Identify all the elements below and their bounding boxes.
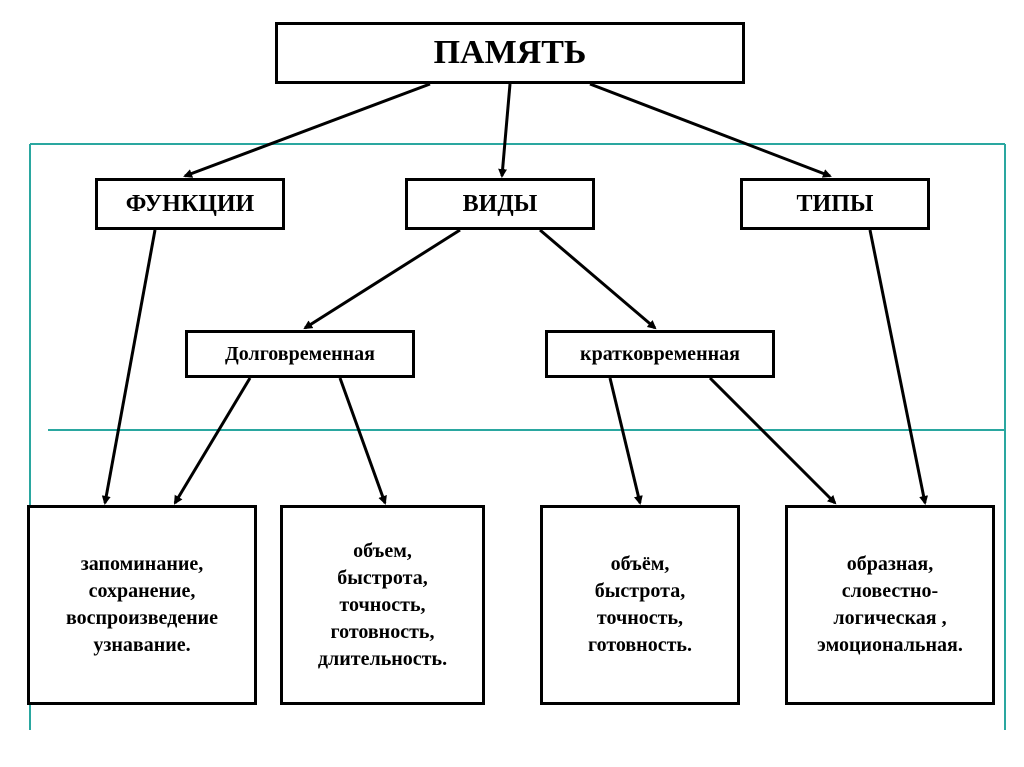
root-label: ПАМЯТЬ (434, 34, 587, 72)
node-kinds: ВИДЫ (405, 178, 595, 230)
node-short-term: кратковременная (545, 330, 775, 378)
node-long-term: Долговременная (185, 330, 415, 378)
leaf-long-term-text: объем,быстрота,точность,готовность,длите… (318, 538, 447, 673)
node-functions-label: ФУНКЦИИ (126, 191, 254, 218)
node-kinds-label: ВИДЫ (463, 191, 538, 218)
node-types: ТИПЫ (740, 178, 930, 230)
arrows (105, 84, 925, 503)
node-long-term-label: Долговременная (225, 343, 375, 366)
leaf-functions: запоминание,сохранение,воспроизведение у… (27, 505, 257, 705)
diagram-canvas: ПАМЯТЬ ФУНКЦИИ ВИДЫ ТИПЫ Долговременная … (0, 0, 1024, 767)
leaf-functions-text: запоминание,сохранение,воспроизведение у… (66, 551, 218, 659)
leaf-types: образная,словестно-логическая ,эмоционал… (785, 505, 995, 705)
leaf-short-term: объём,быстрота,точность,готовность. (540, 505, 740, 705)
leaf-short-term-text: объём,быстрота,точность,готовность. (588, 551, 692, 659)
node-short-term-label: кратковременная (580, 343, 740, 366)
leaf-long-term: объем,быстрота,точность,готовность,длите… (280, 505, 485, 705)
node-types-label: ТИПЫ (797, 191, 874, 218)
leaf-types-text: образная,словестно-логическая ,эмоционал… (817, 551, 963, 659)
node-functions: ФУНКЦИИ (95, 178, 285, 230)
root-node-memory: ПАМЯТЬ (275, 22, 745, 84)
